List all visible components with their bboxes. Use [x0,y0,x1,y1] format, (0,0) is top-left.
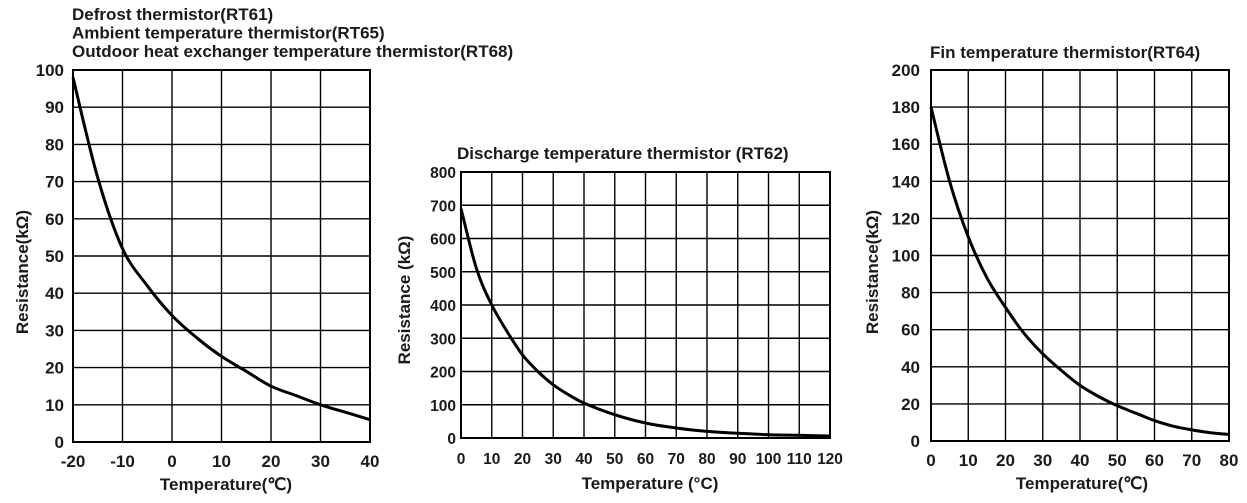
y-tick-label: 30 [45,321,64,340]
x-tick-label: -10 [110,452,135,471]
plot-frame [930,69,1230,442]
y-tick-label: 200 [430,365,456,382]
y-tick-label: 180 [892,98,920,117]
y-tick-label: 40 [901,358,920,377]
y-axis-label: Resistance(kΩ) [13,210,32,334]
y-tick-label: 10 [45,396,64,415]
chart-title-line: Defrost thermistor(RT61) [72,5,273,24]
x-tick-label: 0 [167,452,176,471]
discharge-thermistor-chart: Discharge temperature thermistor (RT62) 0… [395,144,843,493]
plot-frame [460,171,831,439]
y-tick-label: 200 [892,61,920,80]
y-axis-label: Resistance(kΩ) [863,210,882,334]
x-tick-label: 30 [311,452,330,471]
y-tick-label: 20 [901,395,920,414]
chart-title-line: Fin temperature thermistor(RT64) [930,43,1200,62]
y-tick-label: 70 [45,173,64,192]
x-tick-label: 100 [756,451,782,468]
y-tick-label: 0 [911,432,920,451]
y-tick-label: 800 [430,165,456,182]
y-tick-label: 90 [45,98,64,117]
x-tick-label: 20 [514,451,531,468]
y-tick-label: 40 [45,284,64,303]
y-tick-label: 20 [45,359,64,378]
chart-title-line: Ambient temperature thermistor(RT65) [72,24,385,43]
chart-title-line: Discharge temperature thermistor (RT62) [457,144,789,163]
y-tick-label: 600 [430,232,456,249]
y-tick-label: 50 [45,247,64,266]
x-tick-label: 110 [787,451,812,468]
x-tick-label: 10 [483,451,500,468]
x-tick-label: 10 [212,452,231,471]
x-tick-label: 90 [729,451,746,468]
x-tick-label: 50 [1108,451,1127,470]
y-tick-label: 0 [447,431,456,448]
x-axis-label: Temperature(℃) [160,475,292,494]
resistance-curve [459,208,831,438]
x-tick-label: 70 [668,451,685,468]
x-tick-label: 10 [959,451,978,470]
resistance-curve [929,106,1230,436]
x-tick-label: 30 [545,451,562,468]
y-axis-label: Resistance (kΩ) [395,236,414,365]
x-tick-label: 40 [575,451,592,468]
y-tick-label: 80 [901,284,920,303]
y-tick-label: 300 [430,331,456,348]
y-tick-label: 140 [892,172,920,191]
fin-thermistor-chart: Fin temperature thermistor(RT64) 0 10 20 30 4… [863,43,1238,493]
chart-title-line: Outdoor heat exchanger temperature therm… [72,42,513,61]
x-tick-label: 80 [698,451,715,468]
y-tick-label: 100 [430,398,456,415]
y-tick-label: 120 [892,209,920,228]
y-tick-label: 0 [55,433,64,452]
y-tick-label: 400 [430,298,456,315]
x-tick-label: 70 [1182,451,1201,470]
resistance-curve [71,77,371,422]
x-tick-label: 20 [996,451,1015,470]
x-axis-label: Temperature(℃) [1016,474,1148,493]
x-tick-label: 20 [262,452,281,471]
defrost-ambient-outdoor-thermistor-chart: Defrost thermistor(RT61)Ambient temperat… [13,5,513,494]
y-tick-label: 100 [892,247,920,266]
x-tick-label: 0 [926,451,935,470]
x-tick-label: 40 [361,452,380,471]
x-tick-label: 60 [637,451,654,468]
x-tick-label: 0 [457,451,466,468]
y-tick-label: 60 [901,321,920,340]
x-tick-label: 60 [1145,451,1164,470]
x-tick-label: 40 [1071,451,1090,470]
plot-frame [72,69,371,443]
x-tick-label: 120 [817,451,843,468]
y-tick-label: 60 [45,210,64,229]
y-tick-label: 160 [892,135,920,154]
y-tick-label: 100 [36,61,64,80]
x-tick-label: 30 [1033,451,1052,470]
y-tick-label: 500 [430,265,456,282]
x-axis-label: Temperature (°C) [582,474,719,493]
x-tick-label: -20 [61,452,86,471]
x-tick-label: 80 [1220,451,1239,470]
y-tick-label: 80 [45,135,64,154]
y-tick-label: 700 [430,198,456,215]
x-tick-label: 50 [606,451,623,468]
